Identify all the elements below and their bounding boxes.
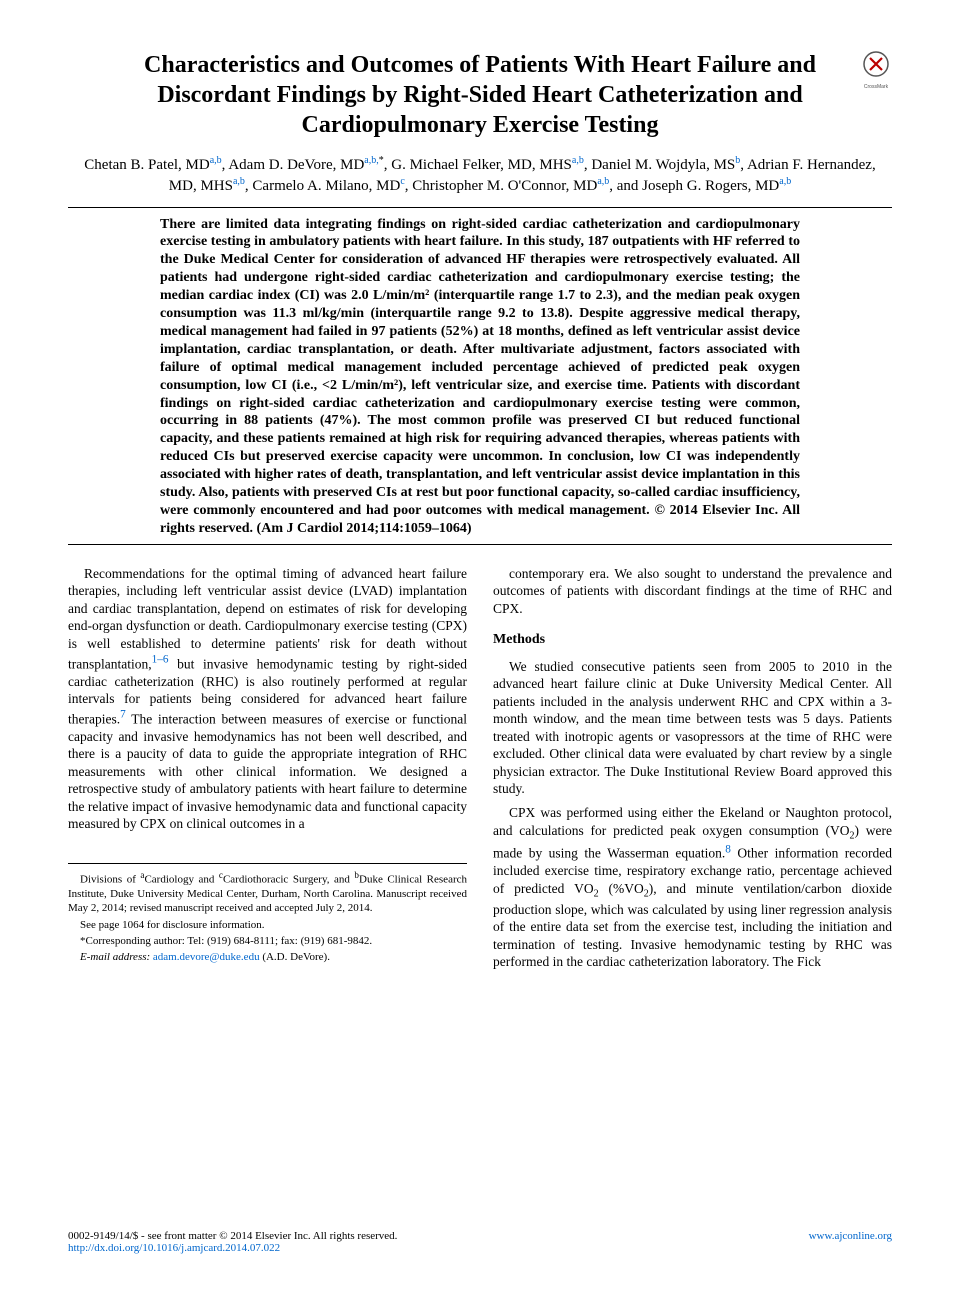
footnote-email: E-mail address: adam.devore@duke.edu (A.…	[68, 950, 467, 964]
article-title: Characteristics and Outcomes of Patients…	[108, 50, 852, 140]
footer-copyright: 0002-9149/14/$ - see front matter © 2014…	[68, 1230, 397, 1242]
author-list: Chetan B. Patel, MDa,b, Adam D. DeVore, …	[78, 154, 882, 197]
methods-heading: Methods	[493, 631, 892, 649]
journal-link[interactable]: www.ajconline.org	[809, 1230, 892, 1242]
doi-link[interactable]: http://dx.doi.org/10.1016/j.amjcard.2014…	[68, 1242, 280, 1254]
intro-continuation: contemporary era. We also sought to unde…	[493, 565, 892, 618]
svg-text:CrossMark: CrossMark	[864, 84, 889, 90]
left-column: Recommendations for the optimal timing o…	[68, 565, 467, 977]
footnote-disclosure: See page 1064 for disclosure information…	[68, 918, 467, 932]
abstract: There are limited data integrating findi…	[160, 216, 800, 538]
right-column: contemporary era. We also sought to unde…	[493, 565, 892, 977]
intro-paragraph: Recommendations for the optimal timing o…	[68, 565, 467, 833]
body-columns: Recommendations for the optimal timing o…	[68, 565, 892, 977]
rule-top	[68, 207, 892, 208]
page-footer: 0002-9149/14/$ - see front matter © 2014…	[68, 1230, 892, 1254]
footnotes: Divisions of aCardiology and cCardiothor…	[68, 863, 467, 964]
methods-p2: CPX was performed using either the Ekela…	[493, 804, 892, 971]
crossmark-icon[interactable]: CrossMark	[860, 50, 892, 90]
footnote-corresponding: *Corresponding author: Tel: (919) 684-81…	[68, 934, 467, 948]
footnote-affiliations: Divisions of aCardiology and cCardiothor…	[68, 870, 467, 916]
rule-bottom	[68, 544, 892, 545]
email-link[interactable]: adam.devore@duke.edu	[153, 951, 260, 963]
methods-p1: We studied consecutive patients seen fro…	[493, 658, 892, 798]
